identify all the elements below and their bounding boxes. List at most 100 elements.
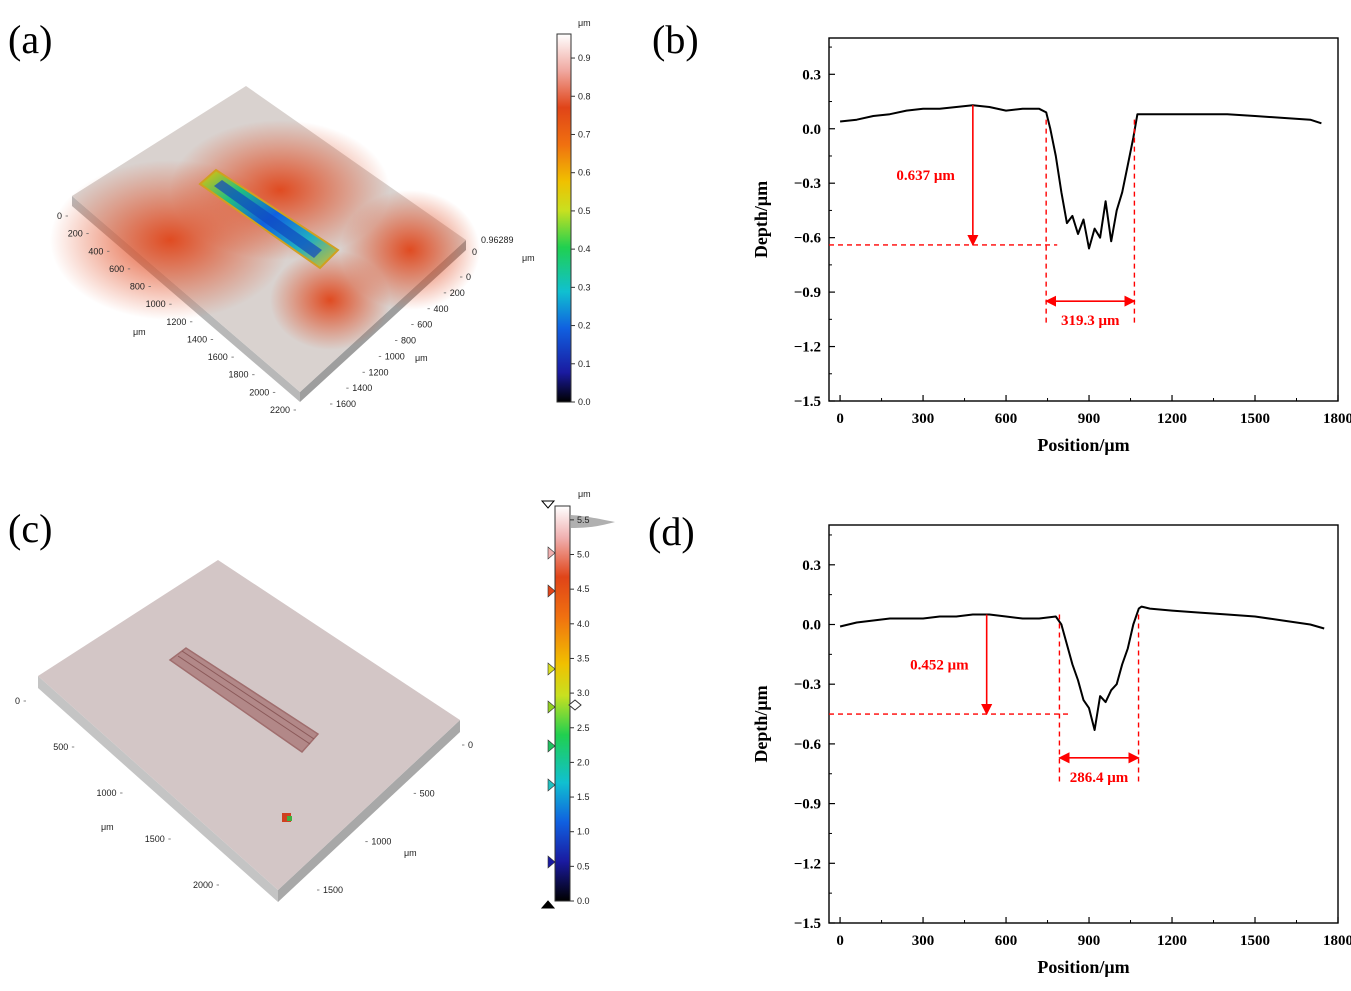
width-label: 286.4 μm <box>1070 770 1129 786</box>
surface-tick-label: 600 <box>417 320 432 330</box>
colorbar-a-unit: μm <box>578 18 591 28</box>
surface-tick-label: 400 <box>88 246 103 256</box>
colorbar-c-top-marker <box>540 500 556 509</box>
colorbar-c-histogram <box>571 515 615 528</box>
surface-tick-label: 1000 <box>371 837 391 847</box>
colorbar-marker-triangle <box>547 584 556 598</box>
surface-tick-label: 1200 <box>166 317 186 327</box>
surface-a-red-region-center <box>170 120 390 260</box>
profile-line <box>839 104 1322 250</box>
surface-a-axis-right-unit: μm <box>415 353 428 363</box>
y-tick-label: 0.3 <box>802 67 821 83</box>
y-tick-label: −0.3 <box>794 677 821 693</box>
y-tick-label: −1.2 <box>794 856 821 872</box>
surface-c-axis-right: 0 500 1000 1500 <box>317 740 473 895</box>
plot-frame <box>828 37 1339 402</box>
colorbar-a: μm 0.9 0.8 0.7 0.6 0.5 0.4 0.3 0.2 0.1 0.0 <box>556 18 591 407</box>
depth-label: 0.637 μm <box>896 168 955 184</box>
surface-tick-label: 600 <box>109 264 124 274</box>
colorbar-marker-triangle <box>547 662 556 676</box>
colorbar-tick-label: 5.5 <box>577 515 590 525</box>
surface-c-side-right <box>278 720 460 902</box>
colorbar-tick-label: 4.5 <box>577 584 590 594</box>
surface-tick-label: 1000 <box>96 788 116 798</box>
surface-tick-label: 1000 <box>385 351 405 361</box>
surface-a-z-unit: μm <box>522 253 535 263</box>
colorbar-tick-label: 3.0 <box>577 688 590 698</box>
x-axis-title: Position/μm <box>1037 435 1129 455</box>
y-tick-label: 0.3 <box>802 558 821 574</box>
x-tick-label: 1200 <box>1157 933 1187 949</box>
colorbar-a-bar <box>556 33 572 403</box>
x-axis-title: Position/μm <box>1037 957 1129 977</box>
surface-tick-label: 1600 <box>208 352 228 362</box>
surface-tick-label: 1800 <box>229 370 249 380</box>
colorbar-marker-triangle <box>547 778 556 792</box>
surface-tick-label: 0 <box>466 272 471 282</box>
surface-c-side-left <box>38 676 278 902</box>
colorbar-tick-label: 1.0 <box>577 827 590 837</box>
surface-c-axis-left-unit: μm <box>101 822 114 832</box>
colorbar-tick-label: 3.5 <box>577 653 590 663</box>
surface-tick-label: 800 <box>401 336 416 346</box>
y-tick-label: −0.9 <box>794 285 821 301</box>
y-tick-label: −0.6 <box>794 231 822 247</box>
surface-a-groove-core <box>214 180 322 258</box>
surface-tick-label: 1200 <box>369 367 389 377</box>
panel-label-c: (c) <box>8 506 53 551</box>
colorbar-tick-label: 0.8 <box>578 91 591 101</box>
colorbar-marker-triangle <box>547 546 556 560</box>
chart-d: 0 300 600 900 1200 1500 1800 0.3 0.0 −0.3 −0.6 −0.9… <box>751 524 1351 977</box>
colorbar-marker-triangle <box>547 855 556 869</box>
x-tick-label: 1800 <box>1323 411 1351 427</box>
surface-tick-label: 1500 <box>145 834 165 844</box>
y-tick-label: −1.5 <box>794 394 821 410</box>
x-tick-label: 1200 <box>1157 411 1187 427</box>
surface-c-debris-green <box>287 816 292 821</box>
surface-tick-label: 0 <box>15 696 20 706</box>
y-tick-label: −0.3 <box>794 176 821 192</box>
colorbar-c-unit: μm <box>578 489 591 499</box>
surface-c-axis-right-unit: μm <box>404 848 417 858</box>
y-tick-label: −0.6 <box>794 737 822 753</box>
width-label: 319.3 μm <box>1061 313 1120 329</box>
colorbar-tick-label: 1.5 <box>577 792 590 802</box>
x-tick-label: 300 <box>912 933 935 949</box>
surface-tick-label: 800 <box>130 282 145 292</box>
colorbar-tick-label: 4.0 <box>577 619 590 629</box>
colorbar-tick-label: 0.0 <box>578 397 591 407</box>
x-tick-label: 0 <box>836 933 844 949</box>
panel-label-d: (d) <box>648 509 695 554</box>
colorbar-c-diamond-marker <box>568 699 582 711</box>
y-tick-label: −1.2 <box>794 340 821 356</box>
colorbar-tick-label: 0.0 <box>577 896 590 906</box>
surface-tick-label: 200 <box>450 288 465 298</box>
chart-b: 0 300 600 900 1200 1500 1800 0.3 0.0 −0.3 −0.6 −0.9… <box>751 37 1351 455</box>
depth-label: 0.452 μm <box>910 657 969 673</box>
surface-a-red-region-bottom <box>270 250 390 350</box>
surface-a-z-zero: 0 <box>472 247 477 257</box>
colorbar-c-bottom-marker <box>540 900 556 909</box>
surface-tick-label: 1400 <box>352 383 372 393</box>
surface-c-top <box>38 560 460 890</box>
surface-tick-label: 500 <box>420 788 435 798</box>
x-tick-label: 600 <box>995 933 1018 949</box>
surface-tick-label: 2000 <box>193 880 213 890</box>
colorbar-tick-label: 2.0 <box>577 757 590 767</box>
surface-tick-label: 1000 <box>146 299 166 309</box>
surface-tick-label: 2200 <box>270 405 290 415</box>
surface-tick-label: 400 <box>434 304 449 314</box>
y-tick-label: 0.0 <box>802 618 821 634</box>
colorbar-tick-label: 0.1 <box>578 359 591 369</box>
surface-tick-label: 2000 <box>249 387 269 397</box>
surface-c-groove-line <box>181 650 315 740</box>
colorbar-tick-label: 0.7 <box>578 129 591 139</box>
y-tick-label: −0.9 <box>794 797 821 813</box>
panel-label-a: (a) <box>8 17 53 62</box>
surface-c-groove-line <box>177 655 311 745</box>
colorbar-marker-triangle <box>547 739 556 753</box>
surface-a-axis-left-unit: μm <box>133 327 146 337</box>
x-tick-label: 300 <box>912 411 935 427</box>
